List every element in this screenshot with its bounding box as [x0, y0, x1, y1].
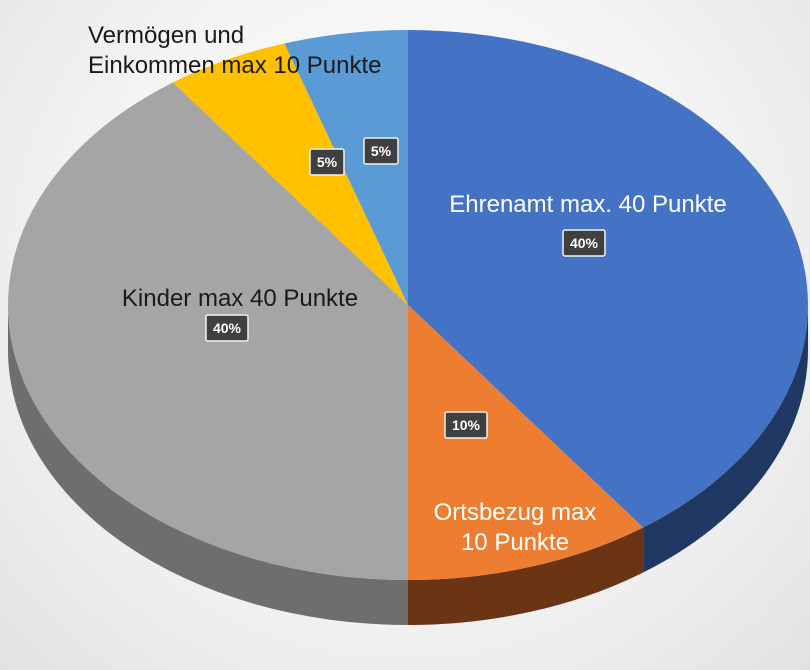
slice-label-line: Kinder max 40 Punkte	[122, 285, 358, 312]
slice-label-line: Ortsbezug max	[434, 499, 597, 526]
pie-sides	[8, 305, 808, 625]
side-kinder-max-40-punkte	[8, 305, 408, 625]
percent-badge-ehrenamt-max-40-punkte	[562, 229, 606, 257]
slice-slice-5	[284, 30, 408, 305]
slice-ehrenamt-max-40-punkte	[408, 30, 808, 528]
slice-label-ortsbezug-max: Ortsbezug max 10 Punkte	[434, 499, 597, 556]
slice-label-line: Vermögen und	[88, 22, 244, 49]
slice-ortsbezug-max	[408, 305, 644, 580]
slice-vermoegen-und	[172, 43, 408, 305]
slice-label-line: Einkommen max 10 Punkte	[88, 52, 381, 79]
slice-label-line: Ehrenamt max. 40 Punkte	[449, 191, 726, 218]
percent-label-vermoegen-und: 5%	[317, 154, 338, 170]
slice-label-kinder-max-40-punkte: Kinder max 40 Punkte	[122, 285, 358, 312]
percent-label-ortsbezug-max: 10%	[452, 417, 481, 433]
side-ortsbezug-max	[408, 527, 644, 625]
slice-label-line: 10 Punkte	[461, 529, 569, 556]
slice-label-ehrenamt-max-40-punkte: Ehrenamt max. 40 Punkte	[449, 191, 726, 218]
percent-label-kinder-max-40-punkte: 40%	[213, 320, 242, 336]
side-ehrenamt-max-40-punkte	[643, 305, 808, 573]
percent-badge-ortsbezug-max	[444, 411, 488, 439]
percent-badge-slice-5	[363, 137, 399, 165]
slice-label-vermoegen-und: Vermögen und Einkommen max 10 Punkte	[88, 22, 381, 79]
slice-labels: Ehrenamt max. 40 Punkte 40% Ortsbezug max 1…	[88, 22, 727, 556]
percent-badge-kinder-max-40-punkte	[205, 314, 249, 342]
percent-label-slice-5: 5%	[371, 143, 392, 159]
percent-badge-vermoegen-und	[309, 148, 345, 176]
percent-label-ehrenamt-max-40-punkte: 40%	[570, 235, 599, 251]
